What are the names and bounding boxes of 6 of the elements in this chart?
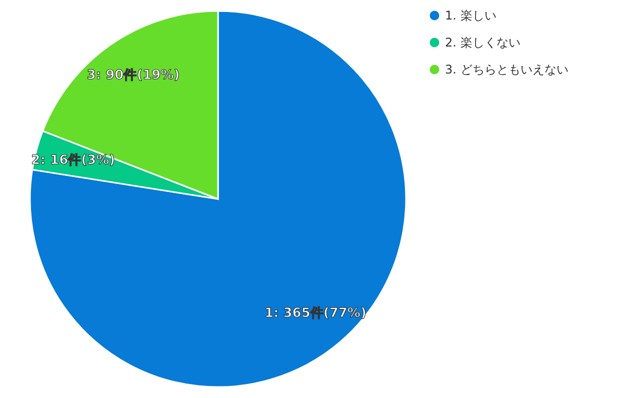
legend-label: 2. 楽しくない bbox=[445, 36, 520, 50]
legend-label: 3. どちらともいえない bbox=[445, 62, 568, 76]
legend-label: 1. 楽しい bbox=[445, 8, 496, 22]
data-label: 3: 90件(19%) bbox=[86, 68, 180, 84]
pie-slice bbox=[29, 10, 407, 388]
data-label: 1: 365件(77%) bbox=[264, 306, 366, 322]
